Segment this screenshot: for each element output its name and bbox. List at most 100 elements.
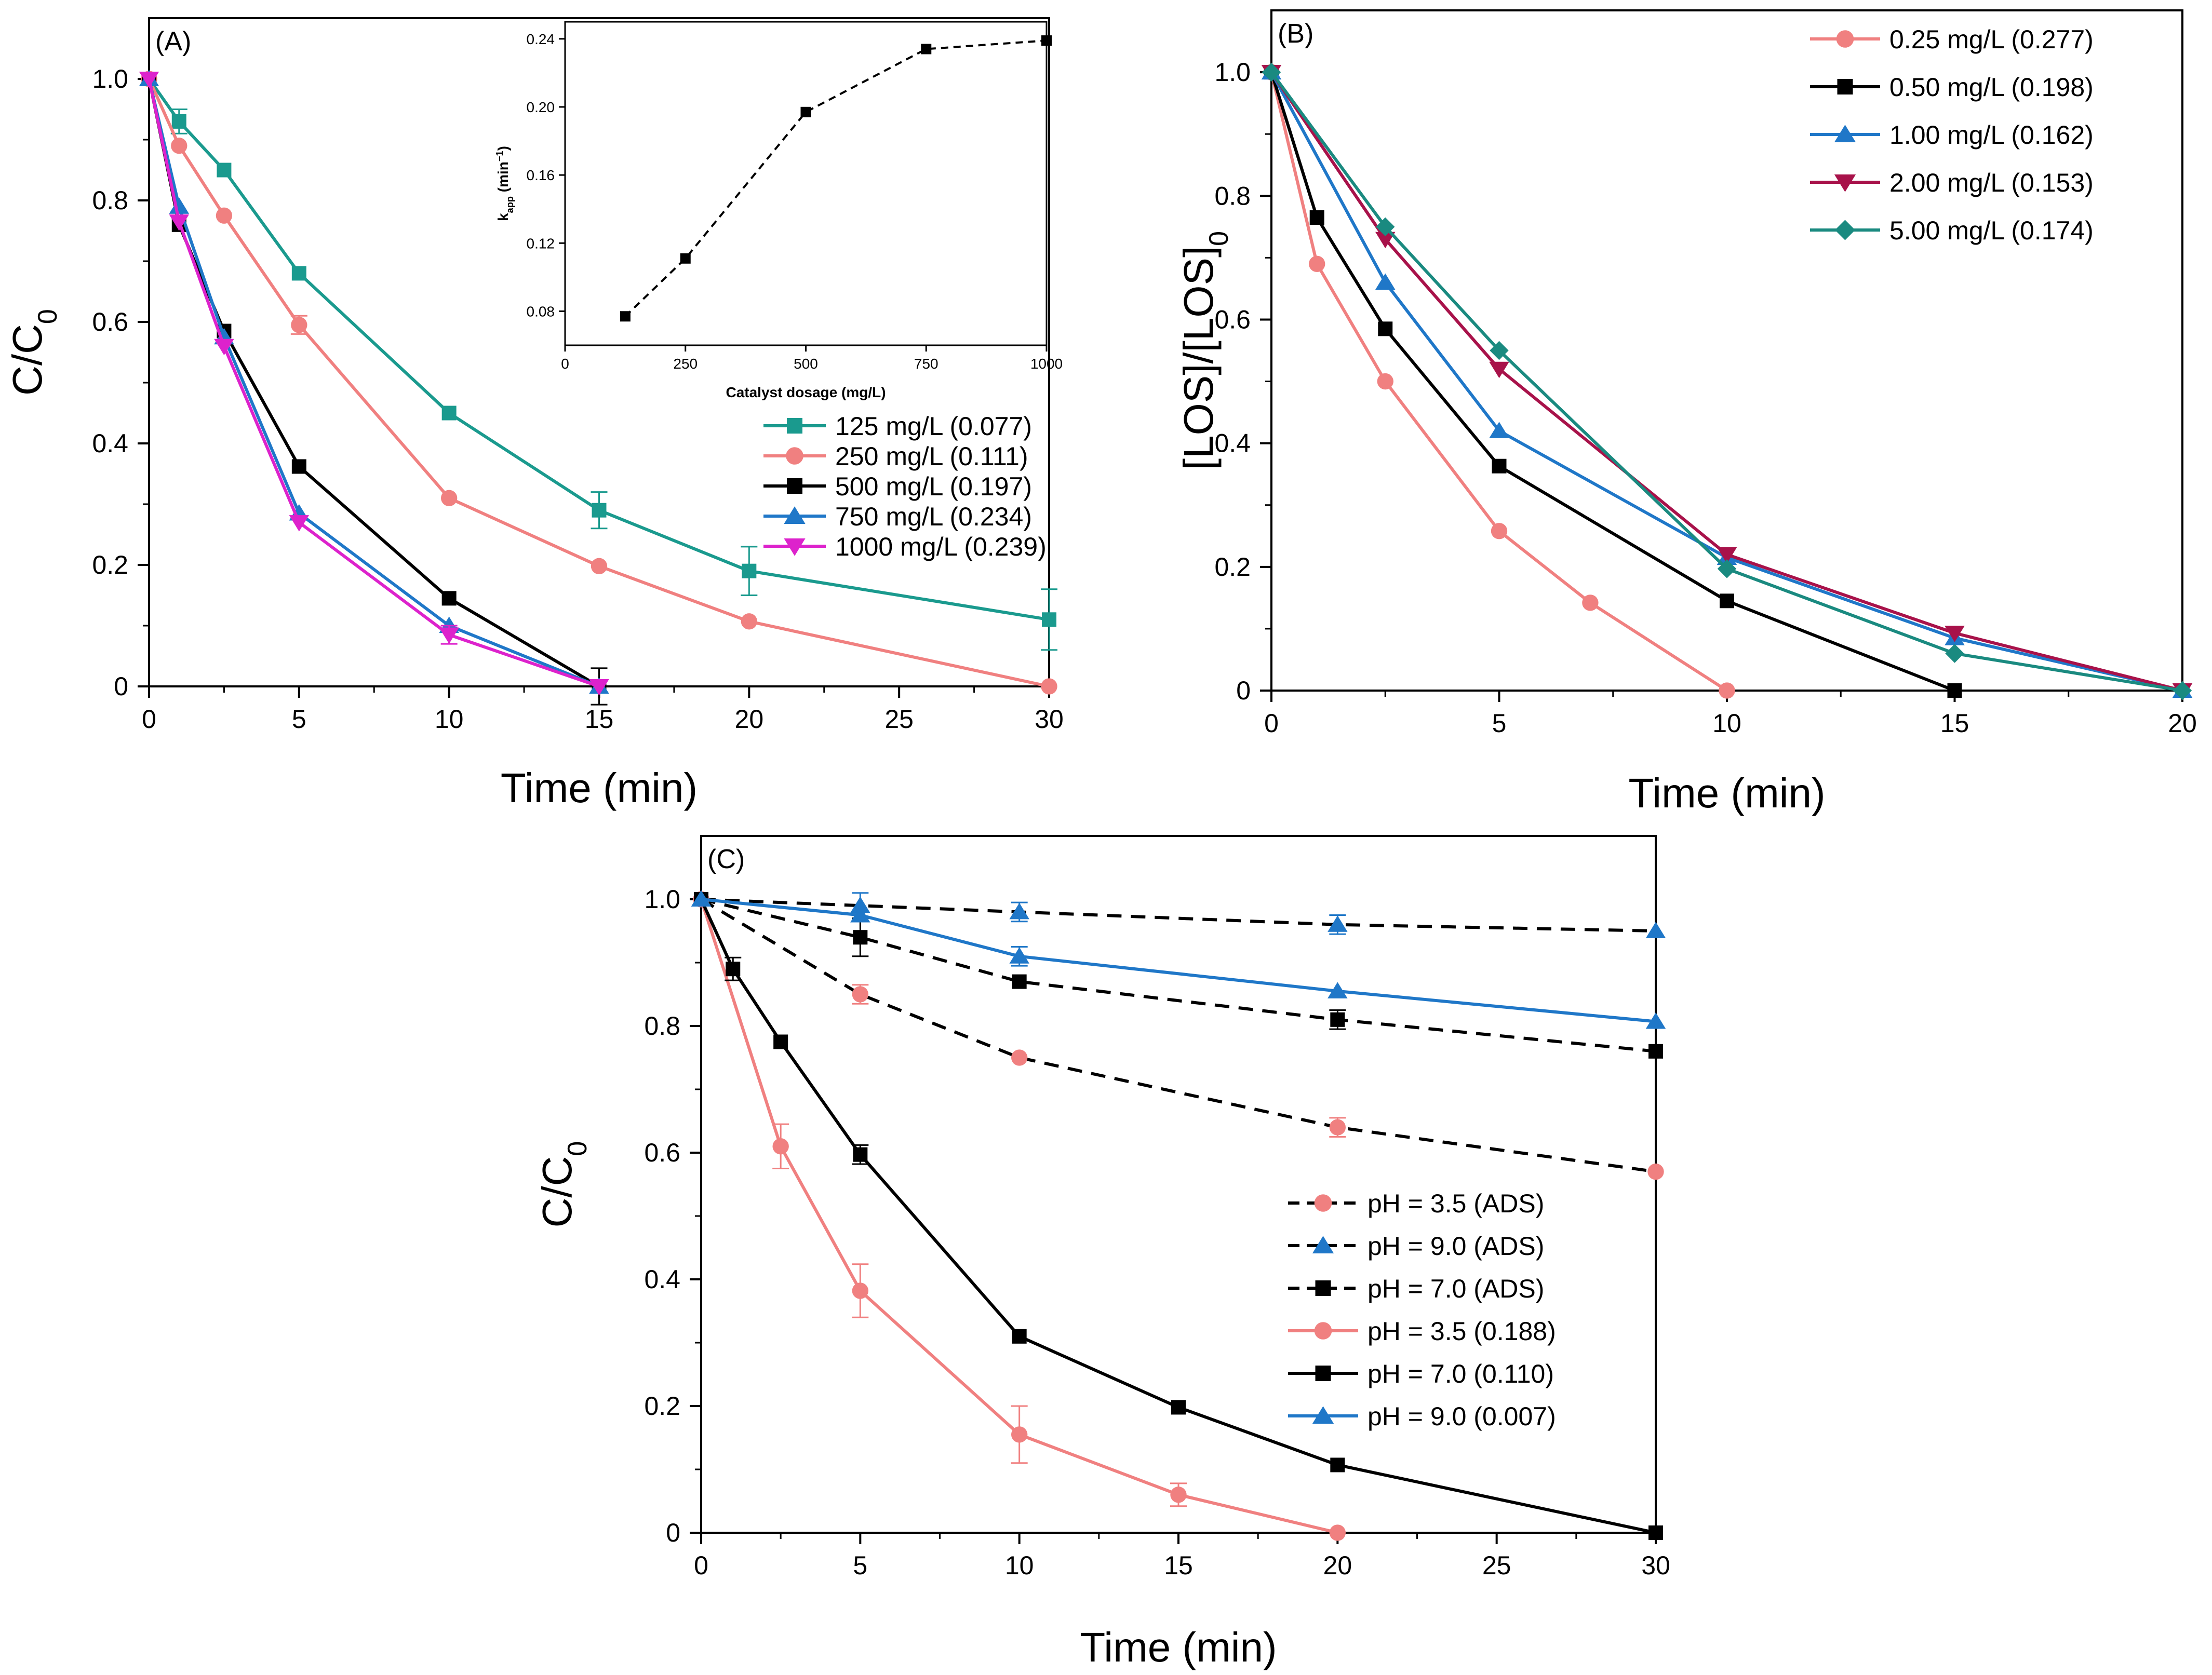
inset-x-tick-label: 750: [914, 356, 939, 372]
y-tick-label: 0.4: [644, 1265, 680, 1294]
data-point: [1012, 974, 1027, 989]
data-point: [852, 986, 869, 1003]
legend-marker: [1835, 220, 1855, 240]
inset-x-tick-label: 0: [561, 356, 569, 372]
data-point: [1378, 321, 1393, 336]
y-axis-title: [LOS]/[LOS]0: [1175, 231, 1234, 470]
y-tick-label: 0.8: [644, 1011, 680, 1041]
panel-label: (C): [707, 844, 745, 874]
data-point: [1170, 1487, 1187, 1503]
x-tick-label: 10: [1712, 709, 1741, 738]
series-3: [142, 72, 608, 706]
data-point: [1717, 559, 1737, 578]
legend-label: pH = 9.0 (ADS): [1368, 1232, 1544, 1261]
series-1: [693, 891, 1664, 1180]
legend-label: pH = 7.0 (ADS): [1368, 1274, 1544, 1303]
x-tick-label: 5: [292, 705, 306, 734]
series-line: [1270, 71, 2183, 692]
data-point: [171, 114, 186, 129]
y-axis-title: C/C0: [4, 309, 63, 396]
x-tick-label: 5: [1492, 709, 1507, 738]
x-tick-label: 25: [1482, 1551, 1511, 1580]
data-point: [291, 266, 306, 281]
data-point: [1009, 947, 1029, 964]
legend: 125 mg/L (0.077)250 mg/L (0.111)500 mg/L…: [763, 412, 1047, 561]
data-point: [1945, 626, 1965, 642]
data-point: [1329, 1119, 1346, 1136]
data-point: [1330, 1012, 1345, 1027]
data-point: [1328, 982, 1348, 998]
series-line: [1270, 71, 2183, 692]
data-point: [1947, 683, 1962, 698]
x-tick-label: 30: [1641, 1551, 1670, 1580]
data-point: [1042, 612, 1056, 627]
data-point: [1645, 922, 1666, 938]
y-tick-label: 1.0: [644, 885, 680, 914]
legend-label: 2.00 mg/L (0.153): [1889, 168, 2094, 197]
data-point: [1309, 255, 1325, 272]
inset-data-point: [620, 311, 631, 322]
data-point: [169, 214, 190, 231]
data-point: [171, 138, 187, 154]
series-line: [700, 898, 1656, 1173]
y-tick-label: 1.0: [1214, 58, 1251, 87]
x-tick-label: 20: [735, 705, 764, 734]
legend-label: pH = 3.5 (ADS): [1368, 1189, 1544, 1218]
data-point: [1328, 915, 1348, 932]
data-point: [592, 503, 607, 518]
legend-marker: [787, 478, 802, 494]
data-point: [441, 591, 457, 606]
data-point: [853, 1147, 868, 1162]
data-point: [1647, 1163, 1664, 1180]
inset-y-tick-label: 0.24: [527, 31, 555, 47]
data-point: [1171, 1400, 1186, 1415]
series-line: [701, 898, 1656, 1023]
legend-label: pH = 9.0 (0.007): [1368, 1402, 1556, 1431]
legend: 0.25 mg/L (0.277) 0.50 mg/L (0.198) 1.00 m…: [1810, 25, 2094, 245]
series-line: [700, 899, 1338, 1534]
y-tick-label: 0.2: [1214, 552, 1251, 582]
inset-x-tick-label: 500: [794, 356, 818, 372]
data-point: [1309, 210, 1324, 225]
inset-y-tick-label: 0.16: [527, 167, 555, 183]
legend-label: 1.00 mg/L (0.162): [1889, 120, 2094, 150]
legend-marker: [1834, 174, 1856, 192]
data-point: [850, 896, 870, 913]
data-point: [216, 207, 233, 224]
data-point: [1645, 1012, 1666, 1029]
data-point: [773, 1034, 788, 1049]
y-tick-label: 0.6: [92, 307, 128, 336]
data-point: [439, 627, 459, 644]
y-tick-label: 0: [1236, 676, 1251, 705]
legend-marker: [1312, 1236, 1334, 1253]
y-tick-label: 0: [114, 672, 128, 701]
legend-label: pH = 3.5 (0.188): [1368, 1317, 1556, 1346]
data-point: [1011, 1426, 1028, 1443]
inset-data-point: [680, 253, 691, 264]
data-point: [214, 339, 234, 356]
inset-y-tick-label: 0.20: [527, 99, 555, 115]
legend-marker: [1834, 125, 1856, 142]
data-point: [440, 490, 458, 506]
data-point: [1375, 273, 1396, 290]
legend-label: 5.00 mg/L (0.174): [1889, 216, 2094, 245]
data-point: [441, 406, 457, 421]
x-tick-label: 15: [585, 705, 614, 734]
data-point: [1330, 1457, 1345, 1473]
data-point: [1720, 593, 1734, 609]
data-point: [1492, 458, 1507, 474]
inset-frame: [564, 21, 1048, 346]
legend-marker: [1836, 30, 1854, 48]
data-point: [741, 613, 758, 630]
data-point: [1376, 217, 1395, 237]
data-point: [1377, 373, 1393, 390]
x-tick-label: 10: [1005, 1551, 1034, 1580]
y-axis-title: C/C0: [534, 1141, 593, 1228]
inset-x-title: Catalyst dosage (mg/L): [726, 384, 886, 400]
data-point: [217, 163, 232, 178]
data-point: [726, 962, 741, 977]
data-point: [1012, 1329, 1027, 1344]
data-point: [1329, 1524, 1346, 1541]
x-tick-label: 15: [1164, 1551, 1193, 1580]
x-tick-label: 0: [142, 705, 156, 734]
